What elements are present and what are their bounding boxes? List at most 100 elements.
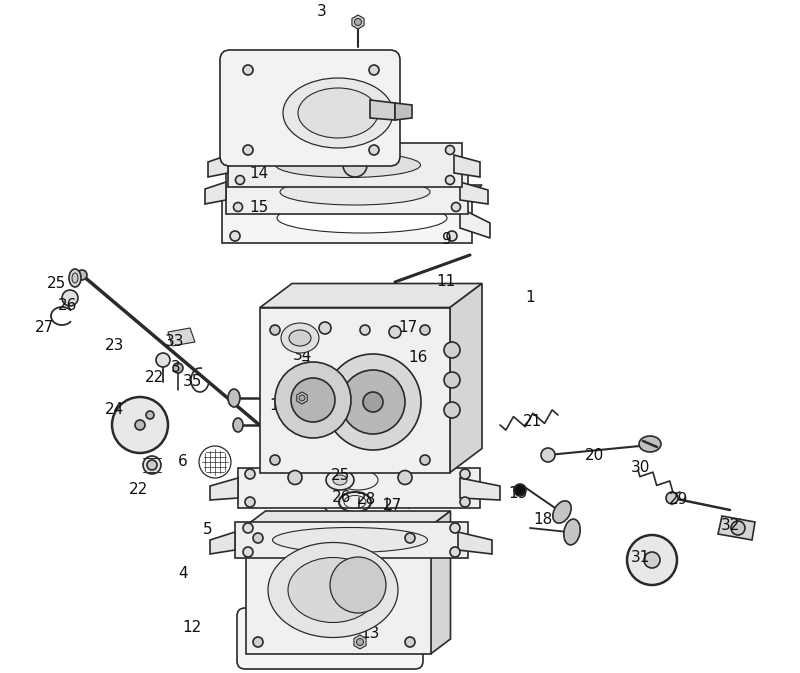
Circle shape bbox=[447, 195, 457, 205]
Polygon shape bbox=[297, 392, 307, 404]
Polygon shape bbox=[228, 185, 482, 196]
Circle shape bbox=[245, 497, 255, 507]
Text: 13: 13 bbox=[360, 627, 380, 641]
Text: 26: 26 bbox=[332, 491, 352, 505]
Ellipse shape bbox=[281, 323, 319, 353]
Polygon shape bbox=[460, 208, 490, 238]
Ellipse shape bbox=[288, 557, 378, 623]
Text: 3: 3 bbox=[171, 361, 181, 376]
Circle shape bbox=[243, 547, 253, 557]
Circle shape bbox=[343, 153, 367, 177]
Circle shape bbox=[444, 402, 460, 418]
Text: 16: 16 bbox=[408, 351, 428, 365]
Polygon shape bbox=[718, 516, 755, 540]
Circle shape bbox=[644, 552, 660, 568]
Ellipse shape bbox=[313, 346, 318, 364]
Circle shape bbox=[460, 497, 470, 507]
Circle shape bbox=[354, 18, 362, 26]
Text: 33: 33 bbox=[166, 334, 185, 349]
Circle shape bbox=[450, 547, 460, 557]
Text: 17: 17 bbox=[398, 320, 418, 336]
Ellipse shape bbox=[326, 470, 354, 490]
Polygon shape bbox=[458, 532, 492, 554]
Polygon shape bbox=[460, 182, 488, 204]
Text: 24: 24 bbox=[106, 402, 125, 417]
Text: 11: 11 bbox=[436, 275, 456, 289]
Ellipse shape bbox=[233, 418, 243, 432]
Ellipse shape bbox=[277, 203, 447, 233]
Polygon shape bbox=[460, 478, 500, 500]
Text: 19: 19 bbox=[508, 487, 528, 501]
Text: 8: 8 bbox=[290, 388, 300, 402]
Circle shape bbox=[447, 231, 457, 241]
Ellipse shape bbox=[283, 78, 393, 148]
Circle shape bbox=[460, 469, 470, 479]
Polygon shape bbox=[210, 532, 235, 554]
Circle shape bbox=[270, 455, 280, 465]
Circle shape bbox=[731, 521, 745, 535]
Text: 27: 27 bbox=[383, 497, 402, 513]
Ellipse shape bbox=[228, 389, 240, 407]
Ellipse shape bbox=[298, 88, 378, 138]
Polygon shape bbox=[260, 283, 482, 308]
Circle shape bbox=[235, 176, 245, 184]
Circle shape bbox=[450, 523, 460, 533]
Circle shape bbox=[666, 492, 678, 504]
Polygon shape bbox=[226, 170, 468, 214]
Circle shape bbox=[243, 523, 253, 533]
Circle shape bbox=[360, 325, 370, 335]
Circle shape bbox=[288, 470, 302, 485]
FancyBboxPatch shape bbox=[220, 50, 400, 166]
Ellipse shape bbox=[564, 519, 580, 545]
Polygon shape bbox=[238, 468, 480, 508]
Text: 15: 15 bbox=[250, 201, 269, 215]
Polygon shape bbox=[168, 328, 195, 346]
Circle shape bbox=[234, 203, 242, 211]
Text: 35: 35 bbox=[183, 374, 202, 390]
Circle shape bbox=[112, 397, 168, 453]
Text: 30: 30 bbox=[631, 460, 650, 476]
Circle shape bbox=[369, 145, 379, 155]
Circle shape bbox=[253, 533, 263, 543]
Circle shape bbox=[325, 354, 421, 450]
Ellipse shape bbox=[268, 542, 398, 637]
Text: 5: 5 bbox=[203, 522, 213, 538]
Polygon shape bbox=[222, 193, 472, 243]
Circle shape bbox=[230, 195, 240, 205]
Polygon shape bbox=[205, 182, 226, 204]
Circle shape bbox=[446, 145, 454, 155]
Ellipse shape bbox=[425, 346, 431, 366]
Circle shape bbox=[146, 411, 154, 419]
Circle shape bbox=[541, 448, 555, 462]
Polygon shape bbox=[454, 155, 480, 177]
Circle shape bbox=[369, 65, 379, 75]
Circle shape bbox=[341, 370, 405, 434]
Text: 32: 32 bbox=[720, 518, 740, 532]
Polygon shape bbox=[450, 283, 482, 472]
Ellipse shape bbox=[280, 179, 430, 205]
Ellipse shape bbox=[310, 340, 320, 370]
Polygon shape bbox=[430, 511, 450, 654]
Circle shape bbox=[451, 203, 461, 211]
Text: 10: 10 bbox=[270, 398, 289, 413]
Ellipse shape bbox=[72, 273, 78, 283]
Polygon shape bbox=[354, 635, 366, 649]
Circle shape bbox=[253, 637, 263, 647]
Polygon shape bbox=[210, 478, 238, 500]
Circle shape bbox=[444, 342, 460, 358]
Circle shape bbox=[420, 325, 430, 335]
Polygon shape bbox=[395, 103, 412, 120]
Ellipse shape bbox=[69, 269, 81, 287]
Circle shape bbox=[156, 353, 170, 367]
Text: 31: 31 bbox=[630, 551, 650, 565]
Circle shape bbox=[299, 395, 305, 401]
Circle shape bbox=[245, 469, 255, 479]
Polygon shape bbox=[370, 100, 395, 120]
Circle shape bbox=[77, 270, 87, 280]
Text: 29: 29 bbox=[670, 493, 689, 507]
Circle shape bbox=[62, 290, 78, 306]
Text: 7: 7 bbox=[301, 361, 311, 376]
Ellipse shape bbox=[421, 340, 435, 372]
Text: 25: 25 bbox=[330, 468, 350, 483]
Text: 21: 21 bbox=[523, 415, 542, 429]
